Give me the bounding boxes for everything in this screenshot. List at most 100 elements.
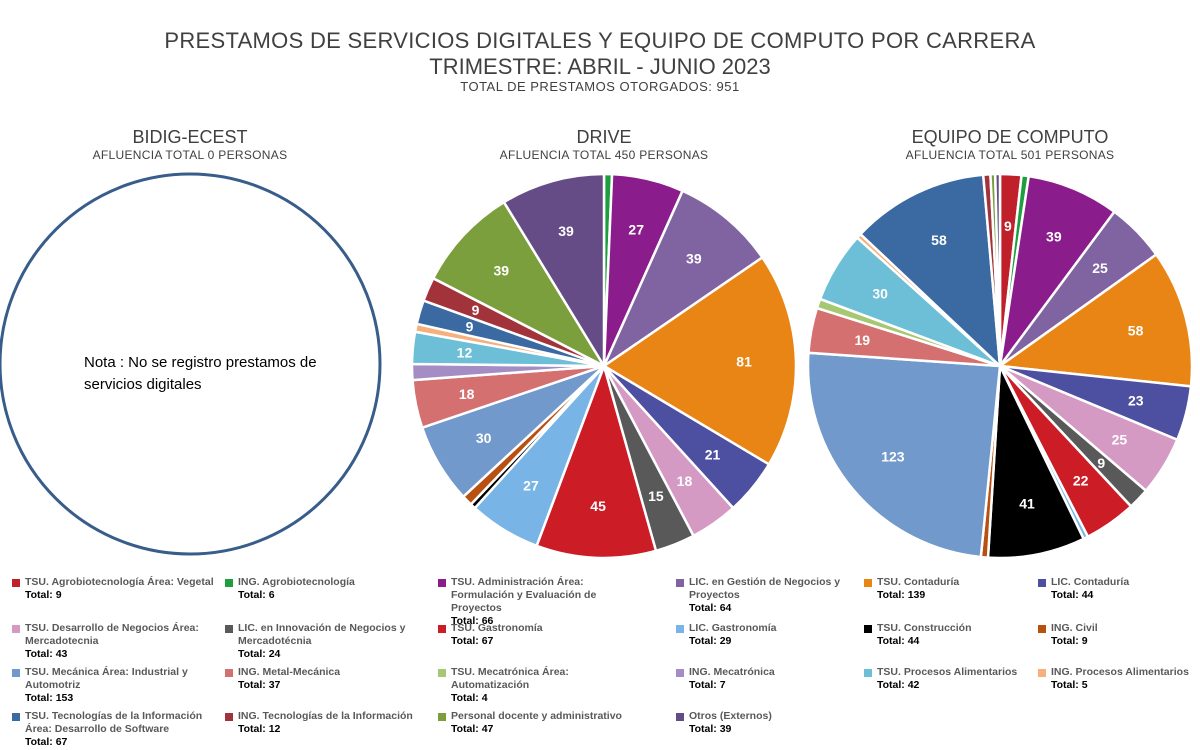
drive-slice-19 [431,200,608,370]
legend-label: TSU. Procesos Alimentarios [877,666,1018,678]
legend-label: Otros (Externos) [689,710,772,722]
legend-item: TSU. Tecnologías de la Información Área:… [12,710,217,749]
legend-total: Total: 43 [25,648,68,660]
legend-label: TSU. Gastronomía [451,622,543,634]
legend-total: Total: 9 [1051,635,1088,647]
legend-swatch [12,713,20,721]
legend-swatch [438,713,446,721]
legend-total: Total: 4 [451,692,488,704]
equipo-pie: 9 39 25 58 23 25 9 22 41 123 19 30 58 [806,172,1194,560]
legend-label: TSU. Tecnologías de la Información Área:… [25,710,203,735]
drive-data-label-6: 18 [677,473,693,489]
equipo-data-label-7: 25 [1112,431,1128,447]
drive-slice-3 [601,189,765,370]
legend-swatch [1038,669,1046,677]
drive-slice-8 [535,361,658,560]
legend-swatch [864,669,872,677]
drive-data-label-19: 39 [494,263,510,279]
bidig-chart-title: BIDIG-ECEST [132,127,248,147]
drive-data-label-18: 9 [472,302,480,318]
legend-swatch [12,669,20,677]
legend-item: TSU. Construcción Total: 44 [864,622,1069,648]
equipo-chart-subtitle: AFLUENCIA TOTAL 501 PERSONAS [905,148,1115,162]
equipo-data-label-16: 30 [872,285,888,301]
legend-swatch [438,625,446,633]
bidig-empty-pie [0,172,382,556]
legend-item: ING. Mecatrónica Total: 7 [676,666,856,692]
legend-item: TSU. Mecánica Área: Industrial y Automot… [12,666,217,705]
equipo-slice-11 [986,361,1086,560]
legend-item: TSU. Desarrollo de Negocios Área: Mercad… [12,622,217,661]
equipo-data-label-8: 9 [1097,455,1105,471]
legend-label: TSU. Contaduría [877,576,960,588]
bidig-chart-subtitle: AFLUENCIA TOTAL 0 PERSONAS [92,148,288,162]
equipo-slice-18 [858,173,1002,370]
legend-label: ING. Procesos Alimentarios [1051,666,1189,678]
legend-total: Total: 24 [238,648,281,660]
legend-label: TSU. Construcción [877,622,972,634]
legend-item: TSU. Gastronomía Total: 67 [438,622,643,648]
drive-slice-4 [601,255,798,467]
legend-item: ING. Tecnologías de la Información Total:… [225,710,430,736]
legend-swatch [225,625,233,633]
legend-item: LIC. en Gestión de Negocios y Proyectos T… [676,576,856,615]
equipo-data-label-6: 23 [1128,393,1144,409]
equipo-slice-3 [998,174,1117,367]
legend-item: LIC. Gastronomía Total: 29 [676,622,856,648]
legend-label: TSU. Administración Área: Formulación y … [451,576,597,614]
drive-data-label-15: 12 [457,345,473,361]
legend-total: Total: 29 [689,635,732,647]
legend-total: Total: 37 [238,679,281,691]
legend-item: TSU. Administración Área: Formulación y … [438,576,643,628]
legend-label: Personal docente y administrativo [451,710,622,722]
legend-label: LIC. Gastronomía [689,622,777,634]
total-loans-line: TOTAL DE PRESTAMOS OTORGADOS: 951 [460,79,740,94]
legend-swatch [12,625,20,633]
legend-swatch [676,625,684,633]
legend-total: Total: 5 [1051,679,1088,691]
legend-label: ING. Metal-Mecánica [238,666,341,678]
equipo-data-label-13: 123 [881,448,905,464]
drive-data-label-9: 27 [523,478,539,494]
legend-item: TSU. Contaduría Total: 139 [864,576,1069,602]
legend-label: TSU. Desarrollo de Negocios Área: Mercad… [25,622,199,647]
legend-label: ING. Agrobiotecnología [238,576,355,588]
equipo-data-label-5: 58 [1128,322,1144,338]
legend-swatch [676,669,684,677]
legend-swatch [864,579,872,587]
drive-pie: 27 39 81 21 18 15 45 27 30 18 12 99 39 39 [410,172,798,560]
legend-total: Total: 64 [689,602,732,614]
legend-swatch [438,669,446,677]
equipo-data-label-3: 39 [1046,229,1062,245]
legend-item: ING. Metal-Mecánica Total: 37 [225,666,430,692]
legend-item: Personal docente y administrativo Total: … [438,710,643,736]
legend-total: Total: 9 [25,589,62,601]
equipo-slice-5 [996,252,1194,388]
legend-swatch [1038,625,1046,633]
drive-data-label-3: 39 [686,250,702,266]
legend-swatch [225,713,233,721]
drive-data-label-5: 21 [705,447,721,463]
drive-data-label-13: 18 [459,386,475,402]
equipo-data-label-9: 22 [1073,473,1089,489]
legend-item: TSU. Agrobiotecnología Área: Vegetal Tota… [12,576,217,602]
equipo-chart-title: EQUIPO DE COMPUTO [911,127,1109,147]
main-subtitle: TRIMESTRE: ABRIL - JUNIO 2023 [429,54,771,79]
legend-item: LIC. en Innovación de Negocios y Mercado… [225,622,430,661]
drive-data-label-12: 30 [476,430,492,446]
legend-total: Total: 67 [451,635,494,647]
legend-swatch [676,713,684,721]
drive-slice-20 [502,172,606,371]
legend-item: TSU. Mecatrónica Área: Automatización Tot… [438,666,643,705]
legend-total: Total: 7 [689,679,726,691]
equipo-slice-13 [806,351,1002,559]
legend-label: TSU. Mecatrónica Área: Automatización [451,666,569,691]
legend-item: ING. Procesos Alimentarios Total: 5 [1038,666,1198,692]
drive-data-label-4: 81 [736,354,752,370]
legend-item: ING. Agrobiotecnología Total: 6 [225,576,430,602]
legend-label: ING. Mecatrónica [689,666,775,678]
legend-total: Total: 47 [451,723,494,735]
legend-total: Total: 139 [877,589,926,601]
equipo-data-label-1: 9 [1004,218,1012,234]
